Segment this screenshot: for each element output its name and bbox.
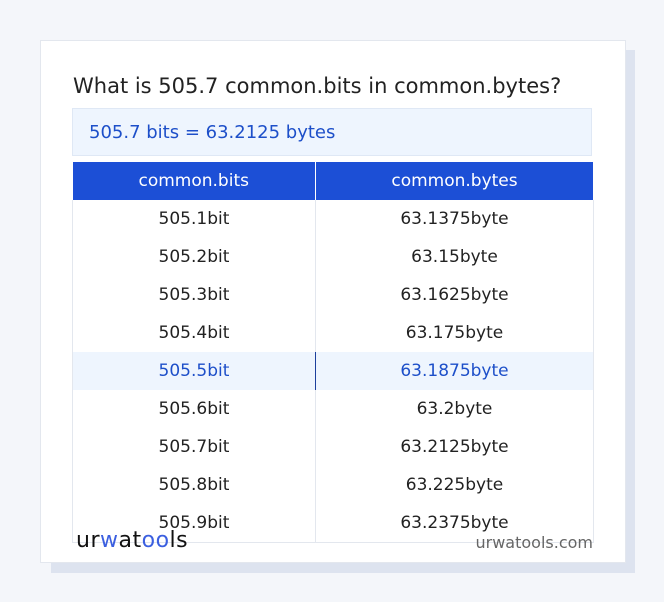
table-row: 505.5bit 63.1875byte bbox=[72, 352, 595, 390]
bits-cell: 505.1bit bbox=[72, 200, 316, 238]
bytes-cell: 63.1625byte bbox=[314, 276, 595, 314]
answer-box: 505.7 bits = 63.2125 bytes bbox=[72, 108, 592, 156]
bits-cell: 505.2bit bbox=[72, 238, 316, 276]
urwatools-logo[interactable]: urwatools bbox=[76, 528, 189, 553]
bits-cell: 505.7bit bbox=[72, 428, 316, 466]
bits-cell: 505.4bit bbox=[72, 314, 316, 352]
bytes-cell: 63.15byte bbox=[314, 238, 595, 276]
table-row: 505.9bit 63.2375byte bbox=[72, 504, 595, 543]
bytes-cell: 63.2125byte bbox=[314, 428, 595, 466]
table-row: 505.6bit 63.2byte bbox=[72, 390, 595, 428]
bits-cell: 505.8bit bbox=[72, 466, 316, 504]
conversion-table: common.bits common.bytes 505.1bit 63.1375… bbox=[72, 162, 595, 543]
table-row: 505.3bit 63.1625byte bbox=[72, 276, 595, 314]
bytes-cell: 63.2byte bbox=[314, 390, 595, 428]
bytes-cell: 63.225byte bbox=[314, 466, 595, 504]
bytes-cell: 63.1875byte bbox=[314, 352, 595, 390]
conversion-card: What is 505.7 common.bits in common.byte… bbox=[40, 40, 626, 563]
bits-cell: 505.9bit bbox=[72, 504, 316, 543]
bits-cell: 505.3bit bbox=[72, 276, 316, 314]
bytes-cell: 63.2375byte bbox=[314, 504, 595, 543]
table-row: 505.1bit 63.1375byte bbox=[72, 200, 595, 238]
header-bits: common.bits bbox=[72, 162, 316, 200]
header-bytes: common.bytes bbox=[315, 162, 595, 200]
table-row: 505.7bit 63.2125byte bbox=[72, 428, 595, 466]
bits-cell: 505.5bit bbox=[72, 352, 316, 390]
table-row: 505.4bit 63.175byte bbox=[72, 314, 595, 352]
table-row: 505.8bit 63.225byte bbox=[72, 466, 595, 504]
bytes-cell: 63.175byte bbox=[314, 314, 595, 352]
bits-cell: 505.6bit bbox=[72, 390, 316, 428]
table-row: 505.2bit 63.15byte bbox=[72, 238, 595, 276]
question-title: What is 505.7 common.bits in common.byte… bbox=[73, 74, 562, 98]
bytes-cell: 63.1375byte bbox=[314, 200, 595, 238]
site-link[interactable]: urwatools.com bbox=[475, 533, 594, 552]
